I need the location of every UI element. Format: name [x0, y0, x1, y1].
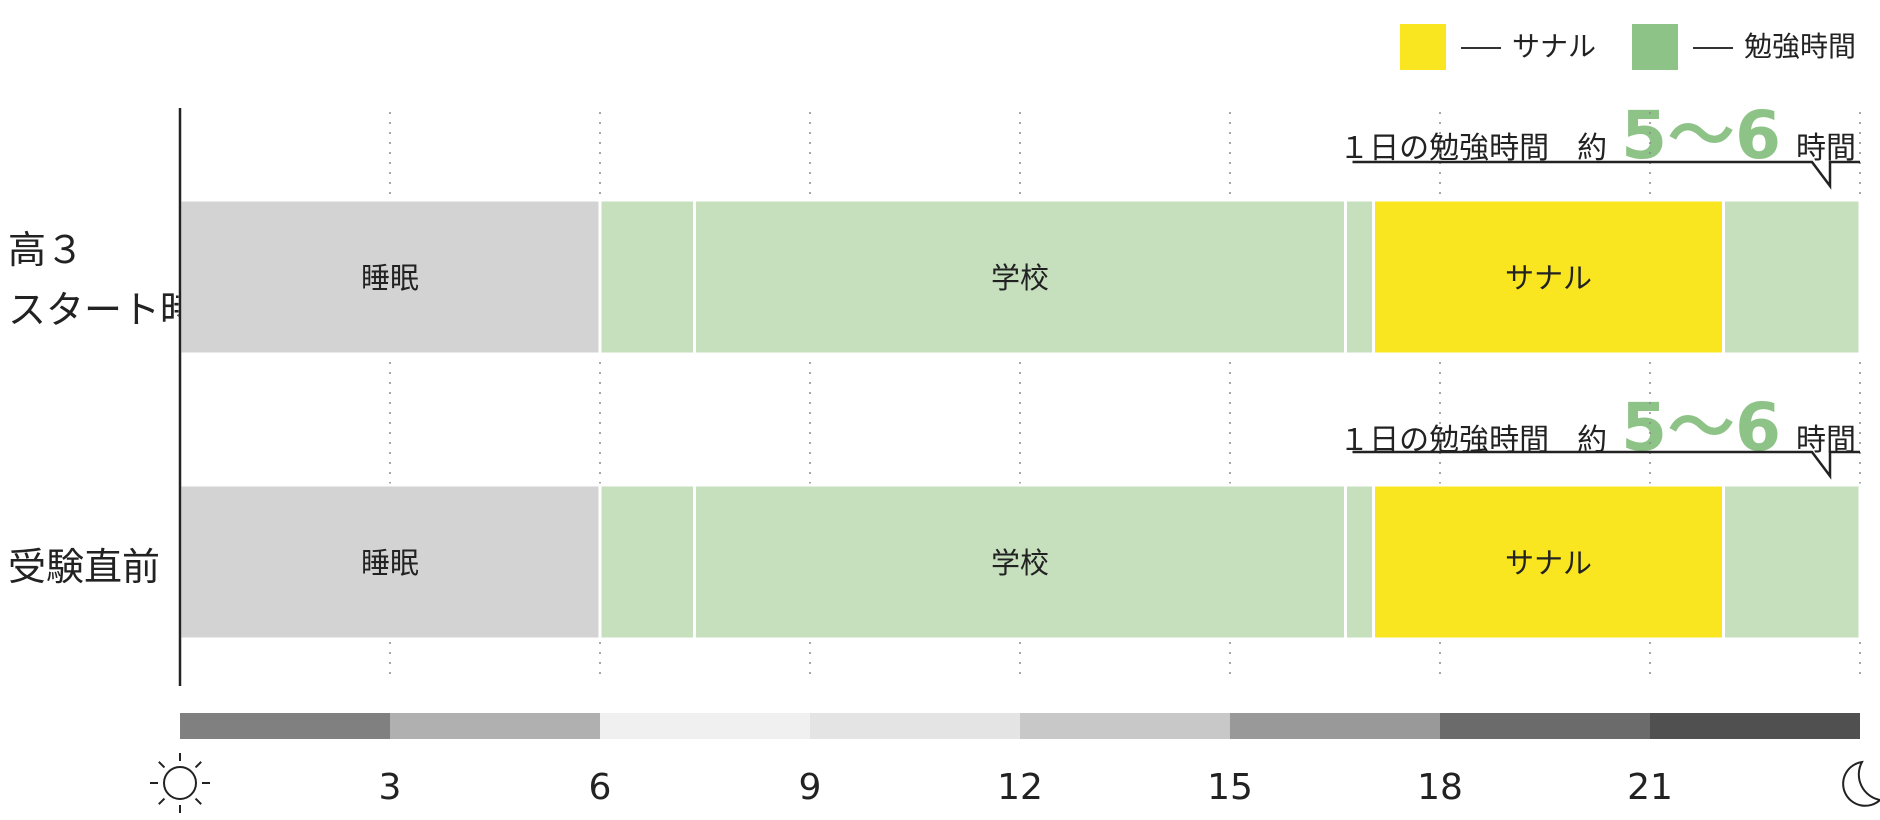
time-band-7	[1440, 713, 1650, 739]
time-band-8	[1650, 713, 1860, 739]
bar-row2-segment-2	[598, 483, 696, 641]
bar-row1-segment-3	[693, 198, 1347, 356]
bar-row2-segment-4	[1344, 483, 1375, 641]
time-band-6	[1230, 713, 1440, 739]
bar-row2-label-5: サナル	[1505, 546, 1592, 580]
legend-label-study: 勉強時間	[1744, 30, 1857, 63]
time-band-3	[600, 713, 810, 739]
time-band-2	[390, 713, 600, 739]
legend-label-sanaru: サナル	[1512, 30, 1597, 63]
legend-swatch-sanaru	[1400, 24, 1446, 70]
x-tick-label-9: 9	[799, 767, 822, 808]
legend-dash-sanaru	[1461, 47, 1501, 49]
legend-swatch-study	[1632, 24, 1678, 70]
sun-icon	[150, 753, 210, 813]
row-label-2: 受験直前	[8, 545, 161, 589]
callout-1-approx: 約	[1577, 131, 1608, 166]
row-label-1-line-2: スタート時	[8, 288, 199, 332]
legend-dash-study	[1693, 47, 1733, 49]
x-tick-label-3: 3	[379, 767, 402, 808]
bar-row1-segment-2	[598, 198, 696, 356]
time-band-4	[810, 713, 1020, 739]
bar-row2-segment-3	[693, 483, 1347, 641]
x-tick-label-21: 21	[1627, 767, 1673, 808]
bar-row1-label-5: サナル	[1505, 261, 1592, 295]
callout-1-unit: 時間	[1796, 131, 1856, 166]
time-band-1	[180, 713, 390, 739]
bar-row1-label-1: 睡眠	[361, 261, 419, 295]
bar-row1-segment-5	[1372, 198, 1725, 356]
bar-row1-segment-1	[178, 198, 602, 356]
bar-row1-segment-6	[1722, 198, 1862, 356]
moon-icon	[1842, 760, 1880, 807]
bar-row2-label-1: 睡眠	[361, 546, 419, 580]
bar-row2-label-3: 学校	[991, 546, 1049, 580]
row-label-1-line-1: 高３	[8, 228, 85, 272]
x-tick-label-12: 12	[997, 767, 1043, 808]
bar-row2-segment-1	[178, 483, 602, 641]
callout-bracket-1	[1352, 160, 1860, 190]
bar-row1-label-3: 学校	[991, 261, 1049, 295]
bar-row2-segment-6	[1722, 483, 1862, 641]
callout-bracket-2	[1352, 450, 1860, 480]
x-tick-label-6: 6	[589, 767, 612, 808]
x-tick-label-18: 18	[1417, 767, 1463, 808]
bar-row2-segment-5	[1372, 483, 1725, 641]
time-band-5	[1020, 713, 1230, 739]
x-tick-label-15: 15	[1207, 767, 1253, 808]
bar-row1-segment-4	[1344, 198, 1375, 356]
callout-1-prefix: １日の勉強時間	[1339, 131, 1550, 166]
